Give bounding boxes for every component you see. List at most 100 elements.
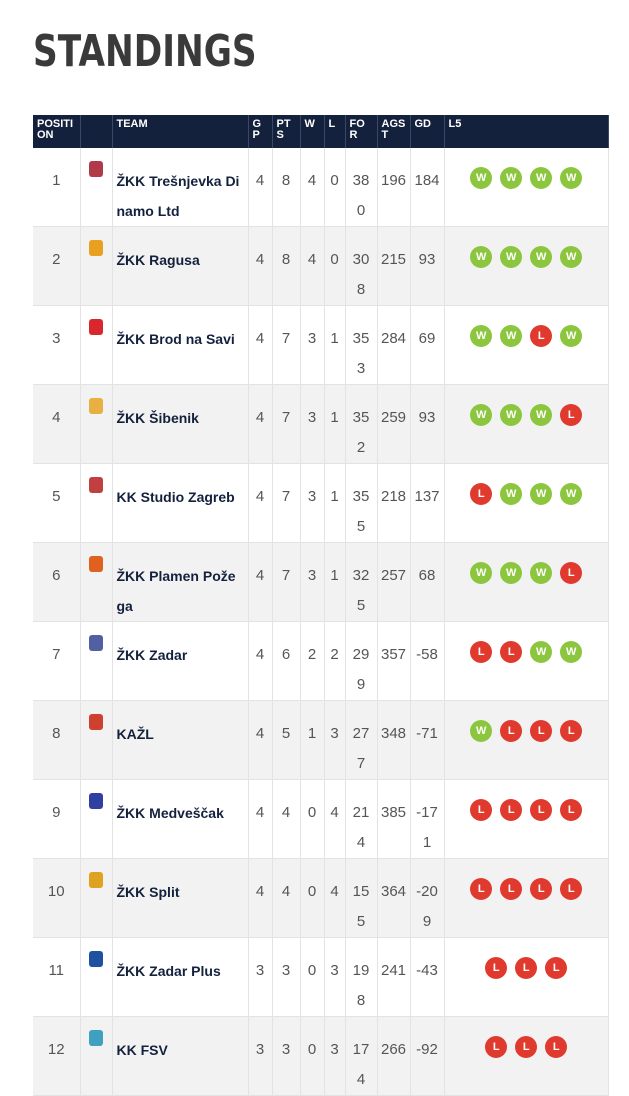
team-logo-icon <box>89 556 103 572</box>
loss-badge: L <box>485 957 508 979</box>
position-cell: 10 <box>33 858 81 938</box>
team-logo-cell <box>80 937 113 1017</box>
l-cell: 4 <box>324 779 346 859</box>
col-position[interactable]: POSITION <box>33 115 81 148</box>
for-cell: 325 <box>345 542 378 622</box>
agst-cell: 215 <box>377 226 411 306</box>
team-name[interactable]: KAŽL <box>112 700 249 780</box>
col-agst[interactable]: AGST <box>377 115 411 148</box>
for-cell: 299 <box>345 621 378 701</box>
pts-cell: 3 <box>272 937 301 1017</box>
team-name[interactable]: ŽKK Zadar Plus <box>112 937 249 1017</box>
loss-badge: L <box>515 1036 538 1058</box>
win-badge: W <box>470 720 493 742</box>
pts-cell: 4 <box>272 779 301 859</box>
w-cell: 2 <box>300 621 325 701</box>
team-name[interactable]: ŽKK Split <box>112 858 249 938</box>
team-logo-cell <box>80 858 113 938</box>
win-badge: W <box>560 641 583 663</box>
team-logo-icon <box>89 1030 103 1046</box>
team-logo-icon <box>89 477 103 493</box>
col-l[interactable]: L <box>324 115 346 148</box>
pts-cell: 7 <box>272 463 301 543</box>
team-name[interactable]: ŽKK Zadar <box>112 621 249 701</box>
l-cell: 1 <box>324 463 346 543</box>
team-logo-icon <box>89 951 103 967</box>
team-name[interactable]: ŽKK Brod na Savi <box>112 305 249 385</box>
pts-cell: 6 <box>272 621 301 701</box>
position-cell: 3 <box>33 305 81 385</box>
position-cell: 1 <box>33 148 81 227</box>
win-badge: W <box>530 167 553 189</box>
loss-badge: L <box>530 325 553 347</box>
team-logo-cell <box>80 226 113 306</box>
loss-badge: L <box>560 720 583 742</box>
col-w[interactable]: W <box>300 115 325 148</box>
loss-badge: L <box>530 878 553 900</box>
team-logo-cell <box>80 779 113 859</box>
l-cell: 0 <box>324 148 346 227</box>
agst-cell: 284 <box>377 305 411 385</box>
w-cell: 0 <box>300 937 325 1017</box>
w-cell: 0 <box>300 1016 325 1096</box>
loss-badge: L <box>530 799 553 821</box>
l-cell: 1 <box>324 542 346 622</box>
col-team[interactable]: TEAM <box>112 115 249 148</box>
agst-cell: 241 <box>377 937 411 1017</box>
col-for[interactable]: FOR <box>345 115 378 148</box>
team-name[interactable]: KK Studio Zagreb <box>112 463 249 543</box>
team-name[interactable]: ŽKK Plamen Požega <box>112 542 249 622</box>
gp-cell: 4 <box>248 779 273 859</box>
for-cell: 277 <box>345 700 378 780</box>
col-gp[interactable]: GP <box>248 115 273 148</box>
position-cell: 12 <box>33 1016 81 1096</box>
gd-cell: -171 <box>410 779 445 859</box>
col-logo <box>80 115 113 148</box>
table-row: 8 KAŽL 4 5 1 3 277 348 -71 W L L L <box>33 700 609 780</box>
loss-badge: L <box>500 799 523 821</box>
pts-cell: 7 <box>272 305 301 385</box>
win-badge: W <box>500 404 523 426</box>
win-badge: W <box>530 404 553 426</box>
position-cell: 2 <box>33 226 81 306</box>
team-name[interactable]: ŽKK Medveščak <box>112 779 249 859</box>
win-badge: W <box>500 167 523 189</box>
w-cell: 4 <box>300 148 325 227</box>
col-gd[interactable]: GD <box>410 115 445 148</box>
position-cell: 6 <box>33 542 81 622</box>
team-logo-cell <box>80 1016 113 1096</box>
win-badge: W <box>560 325 583 347</box>
gd-cell: 184 <box>410 148 445 227</box>
team-name[interactable]: ŽKK Trešnjevka Dinamo Ltd <box>112 148 249 227</box>
agst-cell: 364 <box>377 858 411 938</box>
team-name[interactable]: ŽKK Ragusa <box>112 226 249 306</box>
for-cell: 380 <box>345 148 378 227</box>
gd-cell: -92 <box>410 1016 445 1096</box>
loss-badge: L <box>560 799 583 821</box>
pts-cell: 8 <box>272 226 301 306</box>
team-name[interactable]: KK FSV <box>112 1016 249 1096</box>
win-badge: W <box>500 562 523 584</box>
w-cell: 3 <box>300 463 325 543</box>
l-cell: 3 <box>324 937 346 1017</box>
agst-cell: 348 <box>377 700 411 780</box>
page-title: STANDINGS <box>33 26 257 77</box>
loss-badge: L <box>545 1036 568 1058</box>
table-row: 12 KK FSV 3 3 0 3 174 266 -92 L L L <box>33 1016 609 1096</box>
team-name[interactable]: ŽKK Šibenik <box>112 384 249 464</box>
w-cell: 3 <box>300 305 325 385</box>
col-pts[interactable]: PTS <box>272 115 301 148</box>
header-row: POSITION TEAM GP PTS W L FOR AGST GD L5 <box>33 115 609 148</box>
table-row: 11 ŽKK Zadar Plus 3 3 0 3 198 241 -43 L L L <box>33 937 609 1017</box>
win-badge: W <box>560 167 583 189</box>
win-badge: W <box>530 562 553 584</box>
loss-badge: L <box>500 878 523 900</box>
position-cell: 5 <box>33 463 81 543</box>
